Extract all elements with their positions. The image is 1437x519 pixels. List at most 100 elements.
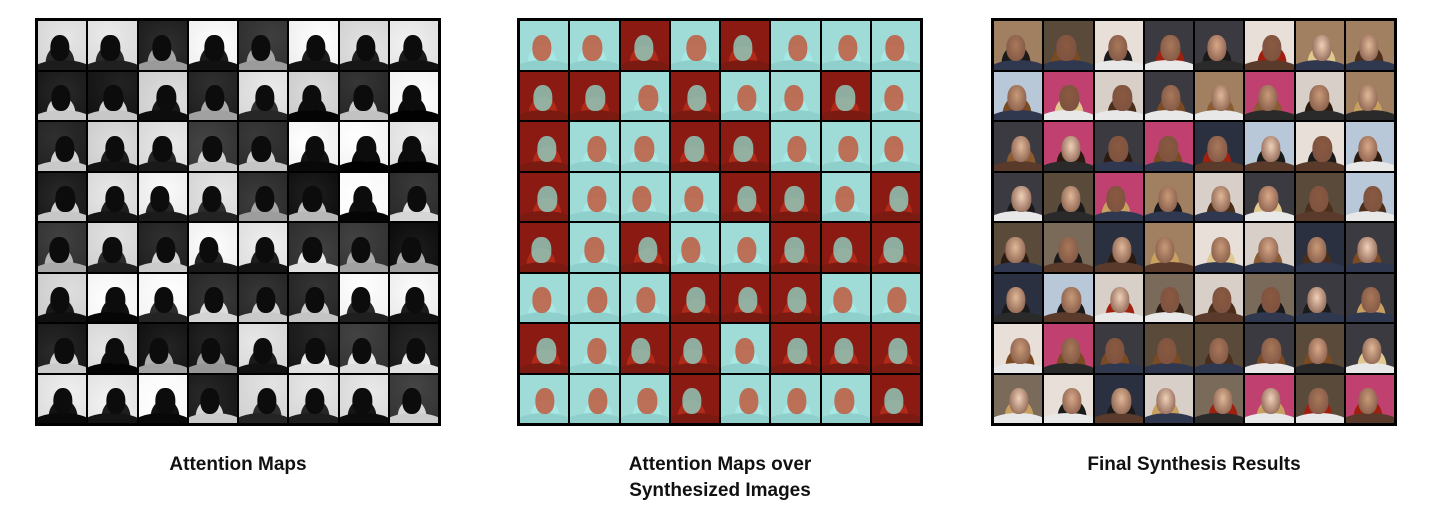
- grid-cell: [1245, 273, 1294, 322]
- grid-cell: [620, 71, 669, 120]
- attention-overlay-grid: [517, 18, 923, 426]
- grid-cell: [1295, 71, 1344, 120]
- face-shape: [1011, 186, 1031, 213]
- face-shape: [152, 34, 172, 61]
- grid-cell: [721, 324, 770, 373]
- shoulders-shape: [339, 362, 388, 373]
- grid-cell: [721, 374, 770, 423]
- face-shape: [156, 85, 177, 112]
- shoulders-shape: [670, 211, 719, 221]
- face-shape: [353, 85, 374, 112]
- grid-cell: [520, 21, 569, 70]
- shoulders-shape: [1245, 160, 1294, 171]
- grid-cell: [339, 223, 388, 272]
- grid-cell: [1094, 21, 1143, 70]
- grid-cell: [570, 223, 619, 272]
- grid-cell: [771, 324, 820, 373]
- grid-cell: [88, 273, 137, 322]
- grid-cell: [88, 122, 137, 171]
- face-shape: [256, 388, 277, 415]
- grid-cell: [771, 223, 820, 272]
- face-shape: [351, 337, 372, 364]
- face-shape: [733, 135, 753, 162]
- shoulders-shape: [38, 110, 87, 120]
- face-shape: [786, 287, 807, 314]
- shoulders-shape: [289, 413, 338, 423]
- shoulders-shape: [239, 160, 288, 171]
- shoulders-shape: [1295, 312, 1344, 322]
- face-shape: [1358, 388, 1378, 415]
- face-shape: [1312, 135, 1333, 162]
- grid-cell: [239, 71, 288, 120]
- shoulders-shape: [994, 362, 1043, 373]
- face-shape: [1207, 34, 1227, 61]
- shoulders-shape: [88, 413, 137, 423]
- grid-cell: [1245, 374, 1294, 423]
- face-shape: [684, 186, 704, 213]
- face-shape: [1105, 337, 1125, 364]
- face-shape: [205, 85, 225, 112]
- shoulders-shape: [670, 160, 719, 171]
- grid-cell: [821, 71, 870, 120]
- face-shape: [1011, 135, 1031, 162]
- shoulders-shape: [570, 211, 619, 221]
- grid-cell: [721, 71, 770, 120]
- grid-cell: [289, 273, 338, 322]
- shoulders-shape: [721, 312, 770, 322]
- shoulders-shape: [721, 211, 770, 221]
- shoulders-shape: [1144, 413, 1193, 423]
- face-shape: [686, 34, 706, 61]
- shoulders-shape: [821, 160, 870, 171]
- shoulders-shape: [38, 362, 87, 373]
- face-shape: [352, 388, 372, 415]
- face-shape: [1258, 186, 1279, 213]
- face-shape: [1112, 236, 1132, 263]
- face-shape: [100, 34, 120, 61]
- shoulders-shape: [38, 160, 87, 171]
- face-shape: [49, 236, 69, 263]
- grid-cell: [239, 172, 288, 221]
- face-shape: [533, 85, 553, 112]
- shoulders-shape: [570, 110, 619, 120]
- shoulders-shape: [570, 160, 619, 171]
- grid-cell: [1245, 71, 1294, 120]
- face-shape: [55, 135, 75, 162]
- grid-cell: [289, 71, 338, 120]
- face-shape: [632, 186, 652, 213]
- grid-cell: [994, 122, 1043, 171]
- shoulders-shape: [389, 211, 438, 221]
- grid-cell: [88, 324, 137, 373]
- grid-cell: [88, 374, 137, 423]
- face-shape: [1260, 287, 1281, 314]
- face-shape: [834, 388, 854, 415]
- shoulders-shape: [1195, 211, 1244, 221]
- shoulders-shape: [670, 312, 719, 322]
- grid-cell: [188, 21, 237, 70]
- shoulders-shape: [389, 261, 438, 272]
- grid-cell: [1245, 172, 1294, 221]
- grid-cell: [88, 21, 137, 70]
- grid-cell: [1345, 374, 1394, 423]
- grid-cell: [771, 273, 820, 322]
- grid-cell: [1245, 324, 1294, 373]
- shoulders-shape: [721, 160, 770, 171]
- shoulders-shape: [1094, 413, 1143, 423]
- face-shape: [638, 85, 659, 112]
- shoulders-shape: [289, 211, 338, 221]
- face-shape: [305, 34, 326, 61]
- face-shape: [736, 85, 757, 112]
- grid-cell: [289, 374, 338, 423]
- shoulders-shape: [339, 413, 388, 423]
- face-shape: [254, 186, 275, 213]
- shoulders-shape: [1245, 362, 1294, 373]
- face-shape: [784, 85, 804, 112]
- grid-cell: [188, 71, 237, 120]
- grid-cell: [871, 324, 920, 373]
- shoulders-shape: [88, 160, 137, 171]
- grid-cell: [289, 172, 338, 221]
- face-shape: [154, 287, 174, 314]
- grid-cell: [821, 324, 870, 373]
- face-shape: [737, 236, 757, 263]
- shoulders-shape: [620, 261, 669, 272]
- grid-cell: [1195, 71, 1244, 120]
